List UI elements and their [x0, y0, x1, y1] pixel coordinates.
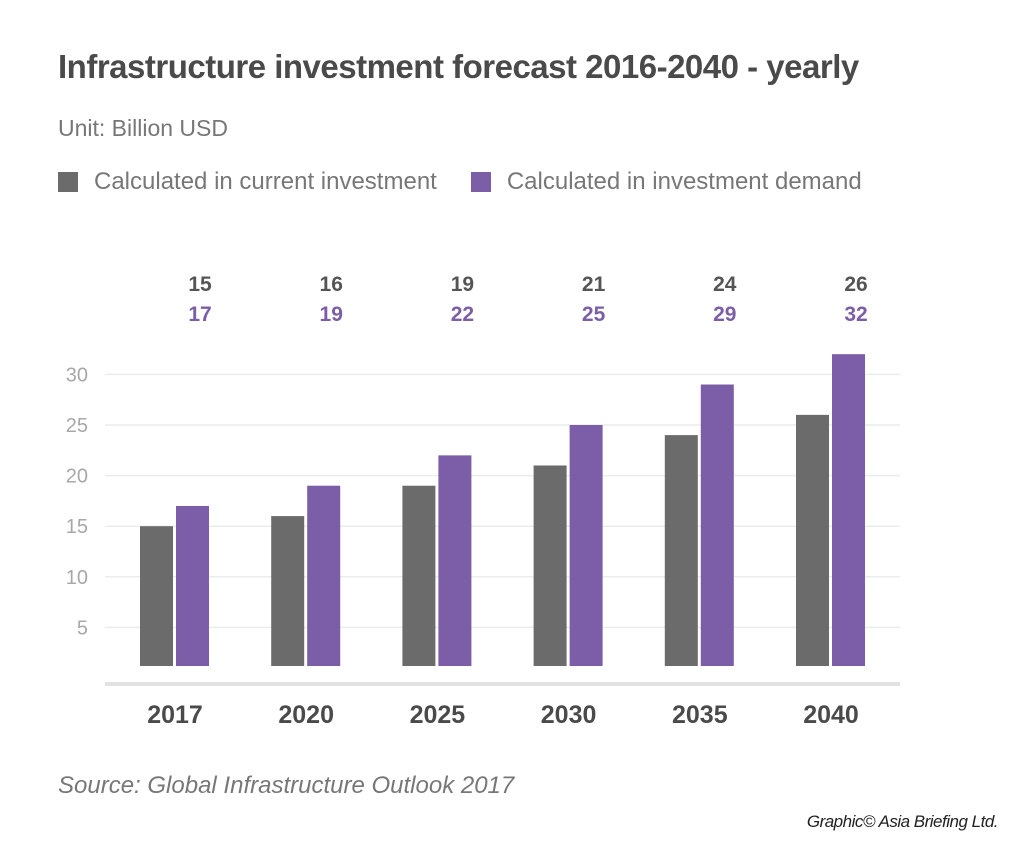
- legend-label-current: Calculated in current investment: [94, 168, 437, 195]
- y-tick-label: 10: [66, 567, 88, 589]
- data-label-current: 24: [713, 273, 737, 296]
- bar-demand: [832, 354, 865, 666]
- bar-current: [140, 526, 173, 666]
- legend-swatch-current: [58, 172, 78, 192]
- data-label-demand: 29: [713, 303, 736, 326]
- data-label-current: 21: [582, 273, 606, 296]
- data-label-demand: 22: [451, 303, 474, 326]
- bar-current: [402, 485, 436, 666]
- x-tick-label: 2025: [410, 701, 466, 729]
- x-tick-label: 2040: [803, 701, 859, 729]
- chart-title: Infrastructure investment forecast 2016-…: [58, 48, 859, 85]
- data-label-demand: 25: [582, 303, 606, 326]
- data-label-demand: 17: [188, 303, 211, 326]
- legend-swatch-demand: [470, 172, 491, 192]
- y-tick-label: 20: [66, 466, 88, 488]
- x-tick-label: 2035: [672, 701, 728, 729]
- bar-demand: [438, 455, 472, 666]
- source-note: Source: Global Infrastructure Outlook 20…: [58, 772, 515, 799]
- y-tick-label: 5: [77, 617, 88, 639]
- data-label-current: 19: [451, 273, 474, 296]
- data-label-current: 16: [320, 273, 343, 296]
- chart-subtitle: Unit: Billion USD: [58, 115, 228, 141]
- bar-current: [664, 435, 698, 666]
- legend: Calculated in current investment Calcula…: [58, 168, 896, 196]
- x-tick-label: 2030: [541, 701, 597, 729]
- bar-demand: [307, 485, 341, 666]
- x-tick-label: 2017: [147, 701, 203, 729]
- data-label-current: 15: [188, 273, 212, 296]
- bar-current: [796, 414, 829, 666]
- bar-demand: [176, 505, 209, 666]
- y-tick-label: 15: [66, 516, 88, 538]
- credit-note: Graphic© Asia Briefing Ltd.: [806, 812, 999, 831]
- x-tick-label: 2020: [278, 701, 334, 729]
- y-tick-label: 25: [66, 415, 88, 437]
- legend-item-demand: Calculated in investment demand: [470, 168, 862, 196]
- y-tick-label: 30: [66, 364, 88, 386]
- legend-item-current: Calculated in current investment: [58, 168, 437, 196]
- bar-current: [533, 465, 567, 666]
- bar-demand: [700, 384, 734, 666]
- data-label-current: 26: [844, 273, 867, 296]
- legend-label-demand: Calculated in investment demand: [506, 168, 862, 195]
- data-label-demand: 19: [320, 303, 343, 326]
- bar-demand: [569, 425, 603, 666]
- data-label-demand: 32: [844, 303, 867, 326]
- bar-current: [271, 516, 305, 666]
